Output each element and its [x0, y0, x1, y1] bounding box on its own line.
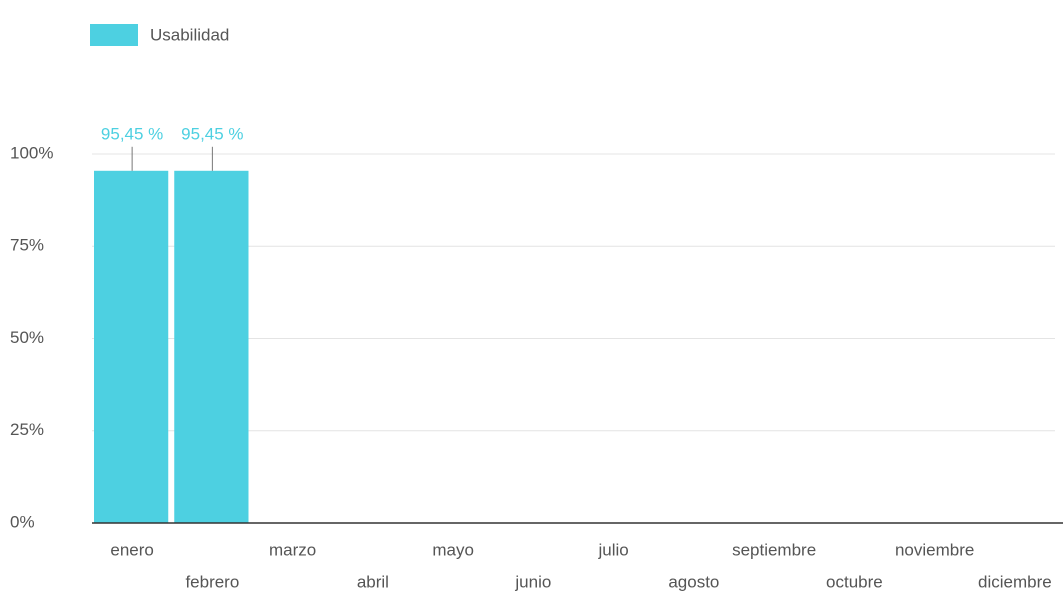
- x-tick-label: marzo: [269, 540, 316, 559]
- x-tick-label: mayo: [432, 540, 474, 559]
- y-tick-label: 50%: [10, 328, 44, 347]
- x-tick-label: junio: [514, 572, 551, 591]
- x-tick-label: enero: [110, 540, 153, 559]
- legend-swatch: [90, 24, 138, 46]
- bar: [94, 170, 169, 524]
- x-tick-label: octubre: [826, 572, 883, 591]
- data-label: 95,45 %: [181, 124, 243, 143]
- legend-label: Usabilidad: [150, 25, 229, 44]
- x-tick-label: noviembre: [895, 540, 974, 559]
- y-tick-label: 100%: [10, 143, 53, 162]
- data-label: 95,45 %: [101, 124, 163, 143]
- x-tick-label: febrero: [185, 572, 239, 591]
- bar: [174, 170, 249, 524]
- x-tick-label: septiembre: [732, 540, 816, 559]
- x-tick-label: abril: [357, 572, 389, 591]
- x-tick-label: agosto: [668, 572, 719, 591]
- x-tick-label: diciembre: [978, 572, 1052, 591]
- y-tick-label: 25%: [10, 420, 44, 439]
- y-tick-label: 75%: [10, 236, 44, 255]
- y-tick-label: 0%: [10, 512, 35, 531]
- x-tick-label: julio: [598, 540, 629, 559]
